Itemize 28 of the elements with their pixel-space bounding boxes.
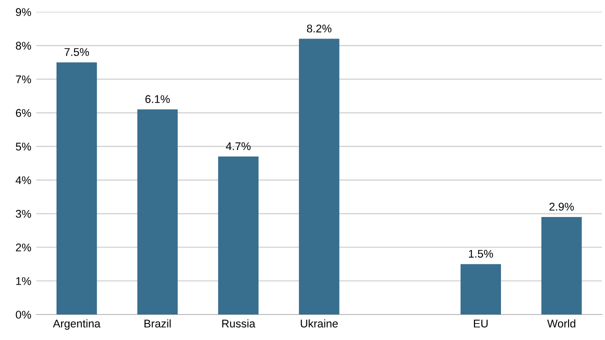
x-tick-label: Argentina	[52, 319, 100, 330]
bar	[541, 216, 582, 314]
y-tick-label: 8%	[16, 42, 32, 50]
x-tick-label: Russia	[222, 319, 256, 328]
bar	[298, 38, 340, 314]
data-label: 7.5%	[64, 48, 89, 56]
bar	[56, 62, 97, 314]
y-tick-label: 5%	[16, 142, 32, 151]
x-tick-label: World	[547, 319, 576, 328]
y-tick-label: 9%	[16, 8, 32, 16]
data-label: 6.1%	[145, 95, 170, 104]
data-label: 1.5%	[468, 250, 494, 258]
data-label: 4.7%	[226, 142, 251, 150]
x-tick-label: Ukraine	[300, 319, 338, 328]
bar	[460, 264, 501, 314]
bar	[218, 156, 259, 314]
y-tick-label: 3%	[16, 210, 32, 218]
y-tick-label: 7%	[16, 75, 32, 84]
y-tick-label: 2%	[16, 244, 32, 252]
data-label: 8.2%	[306, 24, 332, 32]
y-tick-label: 1%	[16, 277, 32, 285]
y-tick-label: 4%	[16, 176, 32, 184]
data-label: 2.9%	[549, 202, 574, 211]
bar	[137, 109, 178, 314]
y-tick-label: 0%	[16, 310, 32, 319]
y-tick-label: 6%	[16, 109, 32, 117]
x-tick-label: EU	[474, 320, 488, 328]
x-tick-label: Brazil	[144, 319, 171, 328]
